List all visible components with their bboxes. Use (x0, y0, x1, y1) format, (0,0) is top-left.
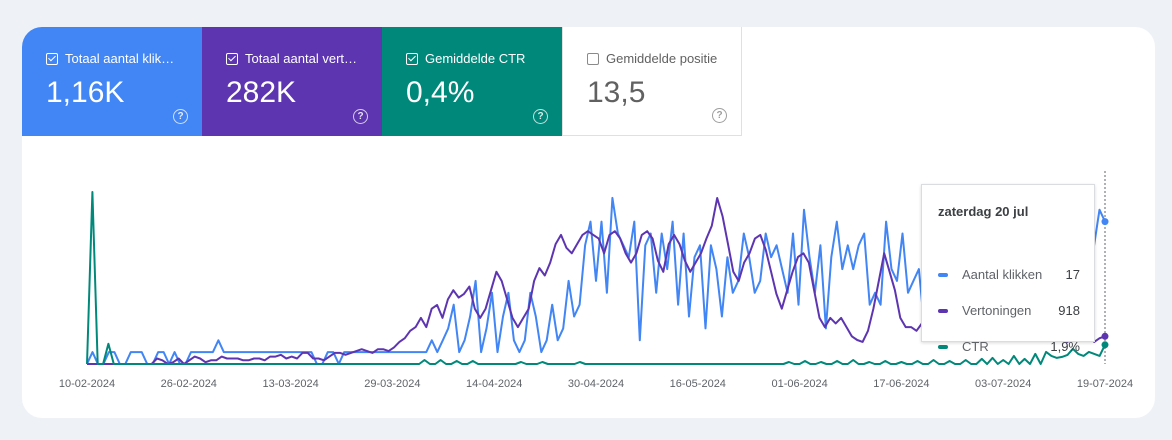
x-tick-label: 26-02-2024 (161, 378, 217, 390)
help-icon[interactable]: ? (533, 109, 548, 124)
metric-total-impressions[interactable]: Totaal aantal vert… 282K ? (202, 27, 382, 136)
checkbox-icon[interactable] (587, 53, 599, 65)
tooltip-metric-name: Vertoningen (962, 303, 1032, 318)
metric-value: 1,16K (46, 76, 125, 109)
tooltip-row-clicks: Aantal klikken 17 (938, 267, 1080, 283)
series-endpoint-0 (1101, 218, 1109, 226)
metric-average-ctr[interactable]: Gemiddelde CTR 0,4% ? (382, 27, 562, 136)
x-tick-label: 16-05-2024 (670, 378, 726, 390)
help-icon[interactable]: ? (173, 109, 188, 124)
x-tick-label: 13-03-2024 (262, 378, 318, 390)
tooltip-metric-value: 1,9% (1050, 339, 1080, 354)
tooltip-row-ctr: CTR 1,9% (938, 339, 1080, 355)
x-tick-label: 03-07-2024 (975, 378, 1031, 390)
tooltip-metric-value: 918 (1058, 303, 1080, 318)
tooltip-date: zaterdag 20 jul (938, 204, 1029, 219)
metric-total-clicks[interactable]: Totaal aantal klikk… 1,16K ? (22, 27, 202, 136)
series-endpoint-2 (1101, 341, 1109, 349)
x-tick-label: 29-03-2024 (364, 378, 420, 390)
legend-swatch (938, 309, 948, 313)
chart-tooltip: zaterdag 20 jul Aantal klikken 17 Verton… (921, 184, 1095, 354)
x-tick-label: 14-04-2024 (466, 378, 522, 390)
x-tick-label: 30-04-2024 (568, 378, 624, 390)
help-icon[interactable]: ? (712, 108, 727, 123)
metric-average-position[interactable]: Gemiddelde positie 13,5 ? (562, 27, 742, 136)
tooltip-row-impressions: Vertoningen 918 (938, 303, 1080, 319)
metric-value: 0,4% (406, 76, 475, 109)
x-tick-label: 10-02-2024 (59, 378, 115, 390)
metric-value: 13,5 (587, 76, 646, 109)
legend-swatch (938, 345, 948, 349)
checkbox-icon[interactable] (406, 53, 418, 65)
tooltip-metric-name: CTR (962, 339, 989, 354)
help-icon[interactable]: ? (353, 109, 368, 124)
tooltip-metric-value: 17 (1065, 267, 1080, 282)
checkbox-icon[interactable] (46, 53, 58, 65)
metric-tabs: Totaal aantal klikk… 1,16K ? Totaal aant… (22, 27, 742, 136)
series-endpoint-1 (1101, 332, 1109, 340)
checkbox-icon[interactable] (226, 53, 238, 65)
x-tick-label: 19-07-2024 (1077, 378, 1133, 390)
tooltip-metric-name: Aantal klikken (962, 267, 1043, 282)
x-tick-label: 17-06-2024 (873, 378, 929, 390)
series-line-2 (86, 191, 1106, 365)
legend-swatch (938, 273, 948, 277)
x-tick-label: 01-06-2024 (771, 378, 827, 390)
performance-card: Totaal aantal klikk… 1,16K ? Totaal aant… (22, 27, 1155, 418)
metric-value: 282K (226, 76, 297, 109)
